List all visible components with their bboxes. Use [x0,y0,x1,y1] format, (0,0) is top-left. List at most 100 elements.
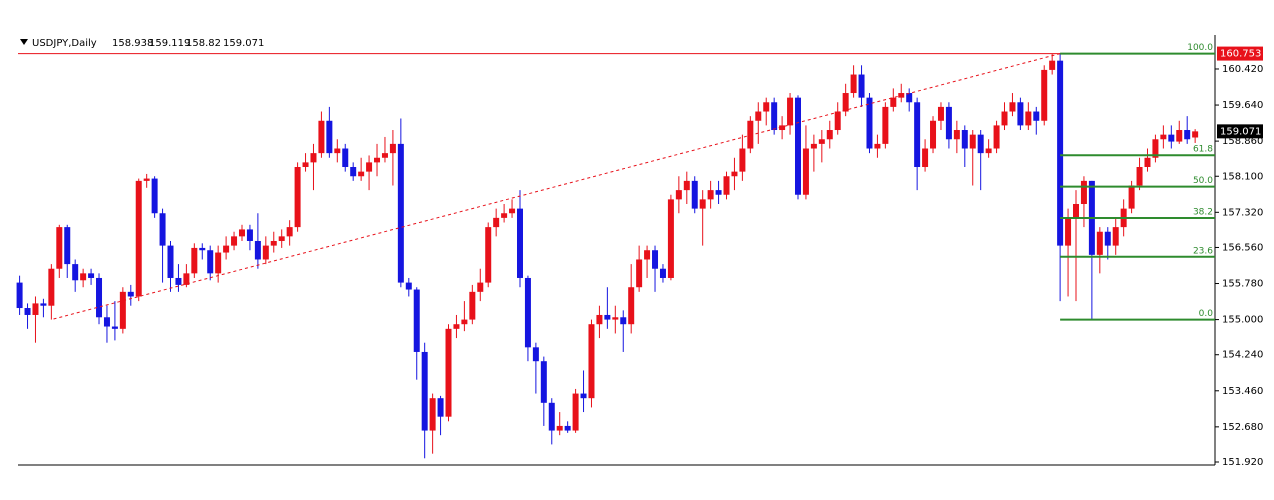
candle-body [374,157,381,163]
candle-body [922,148,929,168]
candle-body [342,148,349,168]
candle-body [707,190,714,200]
candle-body [413,289,420,352]
candle-body [72,264,79,281]
candle-body [191,247,198,274]
y-tick-label: 152.680 [1222,422,1263,433]
y-tick-label: 158.100 [1222,171,1263,182]
candle-body [24,308,31,315]
candle-body [644,250,651,260]
y-tick-label: 157.320 [1222,207,1263,218]
candle-body [858,74,865,98]
candle-body [1160,134,1167,140]
candle-body [548,402,555,431]
candle-body [469,291,476,320]
candle-body [199,247,206,251]
high-price-label-box [1217,46,1263,61]
candle-body [612,317,619,320]
candle-body [183,273,190,285]
candle-body [779,125,786,131]
candle-body [88,273,95,278]
candle-body [270,240,277,246]
candle-body [1080,180,1087,204]
candle-body [945,106,952,140]
candle-body [604,314,611,320]
candle-body [1001,111,1008,126]
candle-body [1168,134,1175,142]
candle-body [1009,102,1016,112]
candle-body [667,199,674,278]
candle-body [652,250,659,269]
y-tick-label: 155.780 [1222,279,1263,290]
candle-body [318,120,325,154]
candle-body [1104,231,1111,246]
candle-body [278,236,285,241]
candle-body [461,319,468,325]
candle-body [381,153,388,158]
candle-body [231,236,238,246]
candle-body [334,148,341,154]
menu-triangle [20,39,28,45]
chart-title: USDJPY,Daily [32,38,97,49]
candle-body [493,217,500,228]
fib-trendline [51,53,1061,321]
candle-body [445,328,452,417]
candle-body [953,130,960,140]
candle-body [485,227,492,283]
candle-body [119,291,126,329]
candle-body [1192,131,1199,138]
candle-body [1128,185,1135,209]
candle-body [246,229,253,241]
candle-body [254,240,261,260]
candle-body [516,208,523,278]
candle-body [405,282,412,290]
header-low: 158.82 [186,38,221,49]
fib-label: 0.0 [1199,309,1214,319]
candle-body [223,245,230,253]
candle-body [1136,167,1143,186]
candle-body [556,425,563,431]
candle-body [1065,217,1072,246]
candle-body [1049,60,1056,70]
candle-body [238,229,245,237]
candle-body [723,176,730,195]
candle-body [1025,111,1032,126]
y-tick-label: 153.460 [1222,386,1263,397]
candle-body [564,425,571,431]
candle-body [699,199,706,209]
candle-body [389,143,396,154]
candle-body [540,361,547,403]
candle-body [111,326,118,329]
candle-body [1144,157,1151,168]
candle-body [969,134,976,149]
candle-body [532,347,539,362]
candle-body [580,393,587,399]
candle-body [1033,111,1040,121]
candle-body [524,277,531,348]
candle-body [429,398,436,431]
fib-label: 38.2 [1193,207,1213,217]
candle-body [937,106,944,121]
candle-body [143,178,150,181]
candle-body [215,252,222,274]
candle-body [866,97,873,149]
y-tick-label: 156.560 [1222,242,1263,253]
candle-body [739,148,746,172]
candle-body [286,227,293,237]
candle-body [826,130,833,140]
y-tick-label: 158.860 [1222,136,1263,147]
candle-body [40,303,47,306]
candle-body [56,227,63,269]
candle-body [890,97,897,107]
candle-body [977,134,984,154]
candle-body [794,97,801,195]
candle-body [477,282,484,292]
candle-body [175,277,182,285]
candle-body [64,227,71,265]
fib-label: 50.0 [1193,176,1213,186]
candle-body [842,93,849,112]
candle-body [1176,130,1183,142]
candle-body [326,120,333,154]
candle-body [818,139,825,144]
